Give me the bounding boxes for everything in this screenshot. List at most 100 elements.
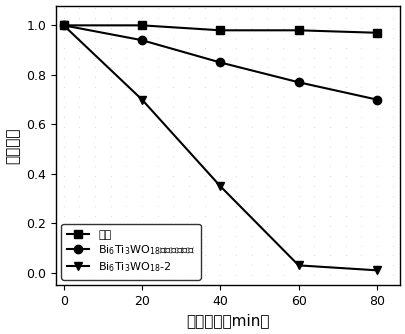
Point — [341, 273, 348, 278]
Point — [217, 193, 223, 199]
Point — [107, 213, 114, 218]
Point — [341, 55, 348, 60]
Point — [263, 124, 270, 130]
Point — [388, 273, 395, 278]
Point — [123, 5, 129, 11]
Point — [107, 45, 114, 50]
Point — [248, 174, 254, 179]
Point — [295, 213, 301, 218]
Point — [232, 65, 239, 70]
Point — [295, 74, 301, 80]
Point — [295, 134, 301, 139]
Point — [373, 253, 379, 258]
Point — [60, 25, 67, 30]
Point — [310, 65, 317, 70]
Point — [232, 213, 239, 218]
Point — [60, 263, 67, 268]
Point — [248, 85, 254, 90]
Point — [357, 55, 364, 60]
Point — [263, 65, 270, 70]
Point — [170, 15, 176, 21]
Point — [60, 164, 67, 169]
Point — [217, 203, 223, 209]
Point — [217, 85, 223, 90]
Point — [373, 174, 379, 179]
X-axis label: 光照时间（min）: 光照时间（min） — [186, 313, 269, 328]
Point — [201, 144, 207, 149]
Point — [139, 95, 145, 100]
Point — [123, 253, 129, 258]
Point — [279, 213, 286, 218]
Point — [201, 134, 207, 139]
Point — [139, 164, 145, 169]
Point — [201, 203, 207, 209]
Point — [357, 263, 364, 268]
Point — [201, 243, 207, 248]
Point — [279, 114, 286, 120]
Point — [76, 5, 82, 11]
Point — [60, 5, 67, 11]
Point — [357, 85, 364, 90]
Point — [139, 55, 145, 60]
Point — [185, 45, 192, 50]
Point — [201, 253, 207, 258]
Point — [107, 15, 114, 21]
Point — [232, 55, 239, 60]
Point — [232, 35, 239, 40]
Point — [357, 154, 364, 159]
Point — [92, 243, 98, 248]
Point — [279, 154, 286, 159]
Point — [123, 85, 129, 90]
Point — [60, 85, 67, 90]
Point — [154, 104, 160, 110]
Point — [295, 15, 301, 21]
Point — [170, 134, 176, 139]
Point — [232, 154, 239, 159]
Point — [123, 213, 129, 218]
Point — [76, 243, 82, 248]
Point — [341, 5, 348, 11]
Point — [217, 104, 223, 110]
Point — [248, 233, 254, 238]
Point — [373, 95, 379, 100]
Point — [185, 65, 192, 70]
Point — [279, 283, 286, 288]
Point — [373, 164, 379, 169]
Point — [92, 124, 98, 130]
Point — [357, 223, 364, 228]
Point — [263, 55, 270, 60]
Point — [185, 164, 192, 169]
Point — [92, 283, 98, 288]
Point — [373, 55, 379, 60]
Point — [60, 154, 67, 159]
Point — [139, 154, 145, 159]
Point — [373, 65, 379, 70]
Point — [341, 233, 348, 238]
Point — [310, 174, 317, 179]
Point — [310, 95, 317, 100]
Point — [263, 95, 270, 100]
Point — [154, 154, 160, 159]
Point — [232, 95, 239, 100]
Point — [279, 85, 286, 90]
Point — [388, 5, 395, 11]
Point — [217, 183, 223, 189]
Point — [326, 174, 333, 179]
Point — [326, 74, 333, 80]
Point — [279, 203, 286, 209]
Point — [217, 273, 223, 278]
Point — [232, 263, 239, 268]
Point — [123, 203, 129, 209]
Point — [295, 85, 301, 90]
Point — [232, 253, 239, 258]
Point — [92, 263, 98, 268]
Point — [107, 85, 114, 90]
Point — [154, 45, 160, 50]
Point — [279, 65, 286, 70]
Point — [185, 85, 192, 90]
Point — [388, 95, 395, 100]
Point — [388, 154, 395, 159]
Point — [107, 144, 114, 149]
Point — [388, 174, 395, 179]
Point — [170, 55, 176, 60]
